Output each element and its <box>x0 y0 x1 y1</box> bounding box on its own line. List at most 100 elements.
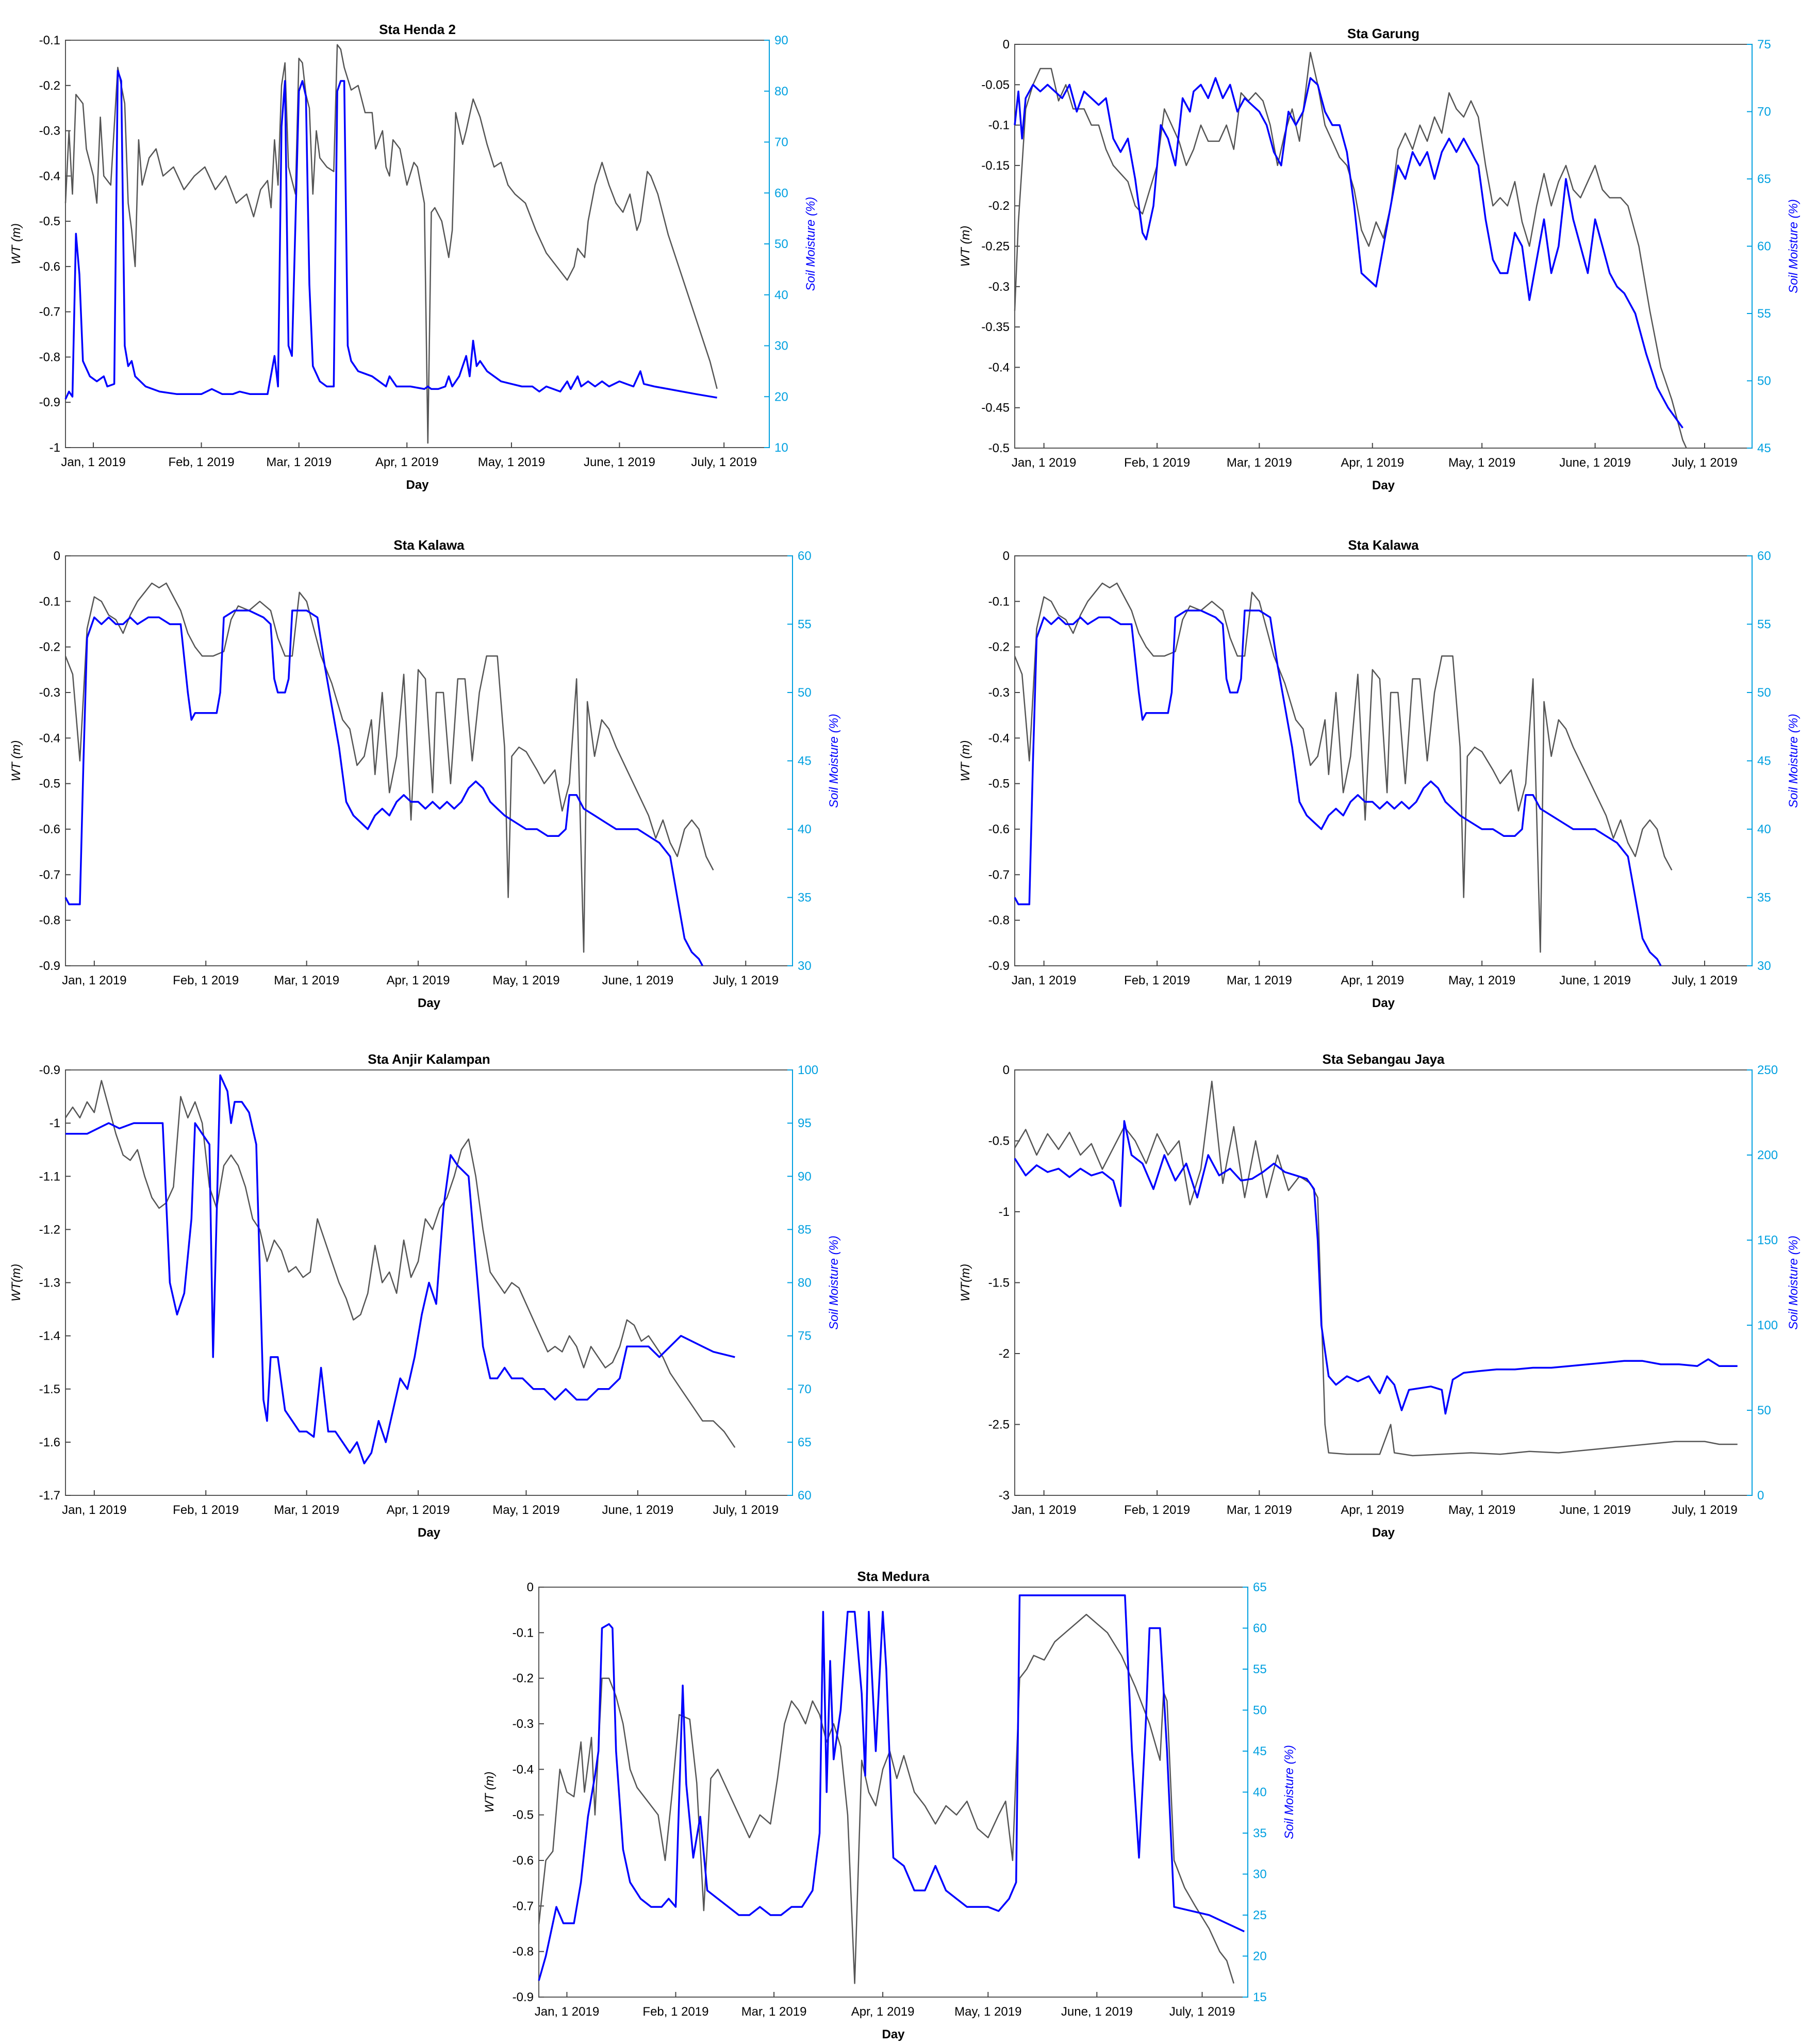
y2-tick-label: 35 <box>1757 891 1771 905</box>
y-tick-label: -0.1 <box>988 595 1010 608</box>
y-tick-label: 0 <box>1003 1063 1010 1077</box>
y-tick-label: -0.5 <box>988 777 1010 791</box>
x-tick-label: Feb, 1 2019 <box>173 974 239 987</box>
y-tick-label: -0.15 <box>981 159 1010 173</box>
y-tick-label: -0.2 <box>513 1672 534 1686</box>
y2-axis-label: Soil Moisture (%) <box>804 197 818 291</box>
x-tick-label: Jan, 1 2019 <box>1012 1503 1076 1517</box>
y2-tick-label: 80 <box>798 1276 812 1290</box>
y-tick-label: -0.25 <box>981 240 1010 254</box>
y2-tick-label: 55 <box>1253 1662 1267 1676</box>
y-tick-label: -1.3 <box>39 1276 60 1290</box>
wt-series-line <box>64 1080 736 1448</box>
wt-series-line <box>1014 582 1673 953</box>
y2-tick-label: 45 <box>1757 441 1771 455</box>
x-tick-label: Feb, 1 2019 <box>1124 456 1190 470</box>
y-tick-label: -0.7 <box>513 1899 534 1913</box>
soil-moisture-series-line <box>64 609 704 966</box>
y-tick-label: -3 <box>999 1489 1010 1503</box>
chart-panel: Sta Henda 2 -1 -0.9 -0.8 -0.7 -0.6 -0.5 -0.4 -0.… <box>9 22 818 492</box>
chart-title: Sta Garung <box>1347 26 1419 41</box>
x-tick-label: June, 1 2019 <box>1559 1503 1631 1517</box>
y-tick-label: -0.3 <box>988 280 1010 294</box>
x-tick-label: May, 1 2019 <box>954 2005 1021 2019</box>
y-tick-label: -0.5 <box>513 1808 534 1822</box>
y-tick-label: -0.35 <box>981 320 1010 334</box>
chart-panel: Sta Kalawa -0.9 -0.8 -0.7 -0.6 -0.5 -0.4 -0.3 -0… <box>9 537 841 1010</box>
y-tick-label: -0.2 <box>988 640 1010 654</box>
y2-axis-label: Soil Moisture (%) <box>827 714 841 808</box>
chart-title: Sta Henda 2 <box>379 22 456 37</box>
y2-tick-label: 45 <box>798 754 812 768</box>
y2-tick-label: 65 <box>1253 1580 1267 1594</box>
y2-axis-label: Soil Moisture (%) <box>1787 714 1801 808</box>
x-axis-label: Day <box>1372 479 1395 492</box>
y-tick-label: -2 <box>999 1347 1010 1361</box>
y2-tick-label: 45 <box>1757 754 1771 768</box>
plot-frame <box>65 555 793 966</box>
y-tick-label: -0.2 <box>988 199 1010 213</box>
y2-tick-label: 90 <box>798 1169 812 1183</box>
y2-tick-label: 50 <box>1757 686 1771 700</box>
y2-tick-label: 40 <box>798 822 812 836</box>
chart-title: Sta Kalawa <box>1348 537 1419 553</box>
y-tick-label: -0.6 <box>39 822 60 836</box>
y-tick-label: -0.8 <box>39 914 60 928</box>
x-axis-label: Day <box>1372 1526 1395 1540</box>
y2-tick-label: 40 <box>774 288 788 302</box>
y2-tick-label: 35 <box>1253 1826 1267 1840</box>
x-tick-label: Jan, 1 2019 <box>62 1503 126 1517</box>
y-tick-label: -1.4 <box>39 1329 60 1343</box>
plot-frame <box>1014 1069 1753 1496</box>
y-tick-label: -0.9 <box>39 959 60 973</box>
wt-series-line <box>64 44 718 444</box>
y2-tick-label: 70 <box>798 1382 812 1396</box>
y-tick-label: -1 <box>999 1205 1010 1219</box>
y2-tick-label: 50 <box>1757 1404 1771 1417</box>
y-tick-label: -0.45 <box>981 401 1010 415</box>
y-tick-label: -0.3 <box>988 686 1010 700</box>
chart-panel: Sta Sebangau Jaya -3 -2.5 -2 -1.5 -1 -0.5 0 0 50 1… <box>959 1051 1801 1540</box>
x-tick-label: July, 1 2019 <box>1169 2005 1235 2019</box>
y2-tick-label: 50 <box>1757 374 1771 388</box>
y-tick-label: 0 <box>1003 38 1010 52</box>
y-tick-label: -1.5 <box>39 1382 60 1396</box>
y-tick-label: -0.4 <box>39 731 60 745</box>
soil-moisture-series-line <box>64 70 717 400</box>
y2-tick-label: 50 <box>798 686 812 700</box>
y-tick-label: -0.3 <box>39 686 60 700</box>
x-tick-label: July, 1 2019 <box>691 455 757 469</box>
y-tick-label: -0.8 <box>988 914 1010 928</box>
y-tick-label: -0.8 <box>39 350 60 364</box>
soil-moisture-series-line <box>1014 1120 1738 1415</box>
y2-tick-label: 90 <box>774 34 788 47</box>
y-tick-label: 0 <box>54 549 60 563</box>
y-tick-label: -0.5 <box>39 215 60 228</box>
y-axis-label: WT(m) <box>9 1264 23 1301</box>
x-tick-label: May, 1 2019 <box>1448 1503 1515 1517</box>
y2-tick-label: 65 <box>798 1436 812 1449</box>
y-tick-label: -0.4 <box>988 360 1010 374</box>
y-tick-label: 0 <box>1003 549 1010 563</box>
x-tick-label: Mar, 1 2019 <box>741 2005 807 2019</box>
y2-tick-label: 25 <box>1253 1908 1267 1922</box>
x-tick-label: Apr, 1 2019 <box>1341 456 1404 470</box>
y2-tick-label: 85 <box>798 1223 812 1237</box>
y2-tick-label: 20 <box>1253 1950 1267 1964</box>
y2-tick-label: 10 <box>774 441 788 455</box>
x-tick-label: Jan, 1 2019 <box>1012 456 1076 470</box>
y2-tick-label: 60 <box>1757 240 1771 254</box>
y-tick-label: -0.3 <box>513 1717 534 1731</box>
x-tick-label: May, 1 2019 <box>1448 456 1515 470</box>
x-tick-label: July, 1 2019 <box>713 974 779 987</box>
x-tick-label: Jan, 1 2019 <box>62 974 126 987</box>
y2-tick-label: 15 <box>1253 1990 1267 2004</box>
y2-tick-label: 45 <box>1253 1744 1267 1758</box>
y-tick-label: 0 <box>527 1580 534 1594</box>
y-tick-label: -0.1 <box>39 34 60 47</box>
x-axis-label: Day <box>882 2027 905 2041</box>
chart-title: Sta Anjir Kalampan <box>368 1051 490 1067</box>
y2-tick-label: 55 <box>1757 307 1771 321</box>
y-tick-label: -0.1 <box>39 595 60 608</box>
y2-tick-label: 55 <box>798 618 812 632</box>
